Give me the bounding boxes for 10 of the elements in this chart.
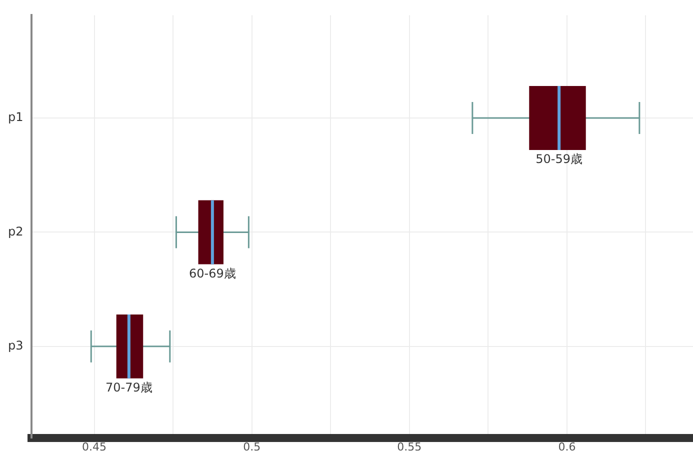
- y-tick-label: p3: [8, 338, 24, 353]
- y-tick-label: p1: [8, 110, 24, 124]
- annotation: 50-59歳: [536, 152, 583, 166]
- x-tick-label: 0.55: [397, 440, 422, 454]
- x-tick-label: 0.5: [243, 440, 261, 454]
- annotation: 70-79歳: [106, 380, 152, 395]
- y-tick-label: p2: [8, 224, 24, 238]
- x-tick-label: 0.45: [82, 440, 107, 454]
- annotation: 60-69歳: [189, 266, 236, 280]
- x-tick-label: 0.6: [558, 440, 576, 454]
